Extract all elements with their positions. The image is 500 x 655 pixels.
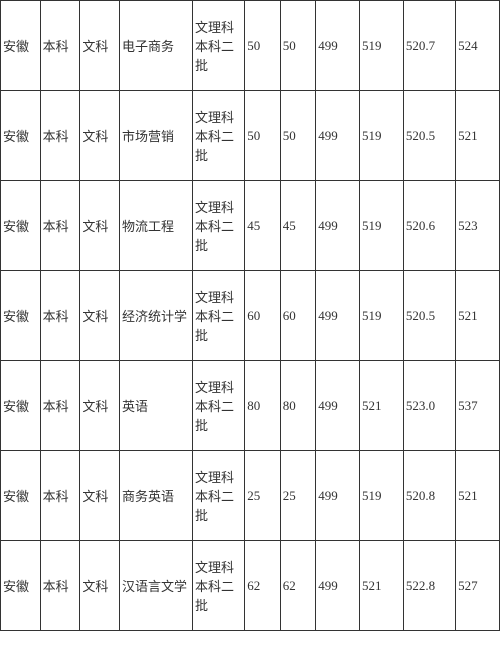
value-4-cell: 521 xyxy=(360,361,404,451)
batch-cell: 文理科本科二批 xyxy=(193,361,245,451)
major-cell: 英语 xyxy=(119,361,192,451)
value-1-cell: 25 xyxy=(245,451,280,541)
value-4-cell: 519 xyxy=(360,181,404,271)
value-6-cell: 524 xyxy=(456,1,500,91)
province-cell: 安徽 xyxy=(1,451,41,541)
value-6-cell: 521 xyxy=(456,91,500,181)
province-cell: 安徽 xyxy=(1,541,41,631)
level-cell: 本科 xyxy=(40,91,80,181)
subject-cell: 文科 xyxy=(80,451,120,541)
subject-cell: 文科 xyxy=(80,271,120,361)
value-6-cell: 523 xyxy=(456,181,500,271)
subject-cell: 文科 xyxy=(80,91,120,181)
table-row: 安徽本科文科电子商务文理科本科二批5050499519520.7524 xyxy=(1,1,500,91)
major-cell: 汉语言文学 xyxy=(119,541,192,631)
subject-cell: 文科 xyxy=(80,1,120,91)
table-row: 安徽本科文科市场营销文理科本科二批5050499519520.5521 xyxy=(1,91,500,181)
province-cell: 安徽 xyxy=(1,271,41,361)
province-cell: 安徽 xyxy=(1,361,41,451)
province-cell: 安徽 xyxy=(1,91,41,181)
major-cell: 经济统计学 xyxy=(119,271,192,361)
value-6-cell: 537 xyxy=(456,361,500,451)
level-cell: 本科 xyxy=(40,541,80,631)
value-2-cell: 50 xyxy=(280,91,315,181)
value-2-cell: 25 xyxy=(280,451,315,541)
subject-cell: 文科 xyxy=(80,181,120,271)
value-3-cell: 499 xyxy=(316,1,360,91)
value-2-cell: 62 xyxy=(280,541,315,631)
table-row: 安徽本科文科商务英语文理科本科二批2525499519520.8521 xyxy=(1,451,500,541)
value-1-cell: 62 xyxy=(245,541,280,631)
value-4-cell: 521 xyxy=(360,541,404,631)
major-cell: 物流工程 xyxy=(119,181,192,271)
value-1-cell: 45 xyxy=(245,181,280,271)
value-4-cell: 519 xyxy=(360,451,404,541)
value-5-cell: 520.5 xyxy=(403,91,455,181)
table-row: 安徽本科文科汉语言文学文理科本科二批6262499521522.8527 xyxy=(1,541,500,631)
value-1-cell: 80 xyxy=(245,361,280,451)
value-1-cell: 50 xyxy=(245,1,280,91)
level-cell: 本科 xyxy=(40,1,80,91)
value-5-cell: 523.0 xyxy=(403,361,455,451)
batch-cell: 文理科本科二批 xyxy=(193,1,245,91)
value-1-cell: 60 xyxy=(245,271,280,361)
batch-cell: 文理科本科二批 xyxy=(193,91,245,181)
admission-scores-table: 安徽本科文科电子商务文理科本科二批5050499519520.7524安徽本科文… xyxy=(0,0,500,631)
subject-cell: 文科 xyxy=(80,541,120,631)
value-4-cell: 519 xyxy=(360,271,404,361)
value-3-cell: 499 xyxy=(316,361,360,451)
value-4-cell: 519 xyxy=(360,1,404,91)
value-5-cell: 520.8 xyxy=(403,451,455,541)
value-6-cell: 521 xyxy=(456,271,500,361)
subject-cell: 文科 xyxy=(80,361,120,451)
major-cell: 商务英语 xyxy=(119,451,192,541)
level-cell: 本科 xyxy=(40,451,80,541)
level-cell: 本科 xyxy=(40,361,80,451)
value-2-cell: 60 xyxy=(280,271,315,361)
table-row: 安徽本科文科物流工程文理科本科二批4545499519520.6523 xyxy=(1,181,500,271)
table-row: 安徽本科文科英语文理科本科二批8080499521523.0537 xyxy=(1,361,500,451)
value-2-cell: 80 xyxy=(280,361,315,451)
value-5-cell: 520.7 xyxy=(403,1,455,91)
value-3-cell: 499 xyxy=(316,541,360,631)
value-2-cell: 50 xyxy=(280,1,315,91)
value-3-cell: 499 xyxy=(316,181,360,271)
batch-cell: 文理科本科二批 xyxy=(193,541,245,631)
value-5-cell: 520.6 xyxy=(403,181,455,271)
province-cell: 安徽 xyxy=(1,181,41,271)
value-4-cell: 519 xyxy=(360,91,404,181)
level-cell: 本科 xyxy=(40,271,80,361)
province-cell: 安徽 xyxy=(1,1,41,91)
table-row: 安徽本科文科经济统计学文理科本科二批6060499519520.5521 xyxy=(1,271,500,361)
value-3-cell: 499 xyxy=(316,271,360,361)
level-cell: 本科 xyxy=(40,181,80,271)
value-5-cell: 522.8 xyxy=(403,541,455,631)
value-6-cell: 527 xyxy=(456,541,500,631)
value-6-cell: 521 xyxy=(456,451,500,541)
value-1-cell: 50 xyxy=(245,91,280,181)
value-2-cell: 45 xyxy=(280,181,315,271)
batch-cell: 文理科本科二批 xyxy=(193,451,245,541)
batch-cell: 文理科本科二批 xyxy=(193,181,245,271)
batch-cell: 文理科本科二批 xyxy=(193,271,245,361)
value-5-cell: 520.5 xyxy=(403,271,455,361)
major-cell: 电子商务 xyxy=(119,1,192,91)
major-cell: 市场营销 xyxy=(119,91,192,181)
value-3-cell: 499 xyxy=(316,91,360,181)
value-3-cell: 499 xyxy=(316,451,360,541)
